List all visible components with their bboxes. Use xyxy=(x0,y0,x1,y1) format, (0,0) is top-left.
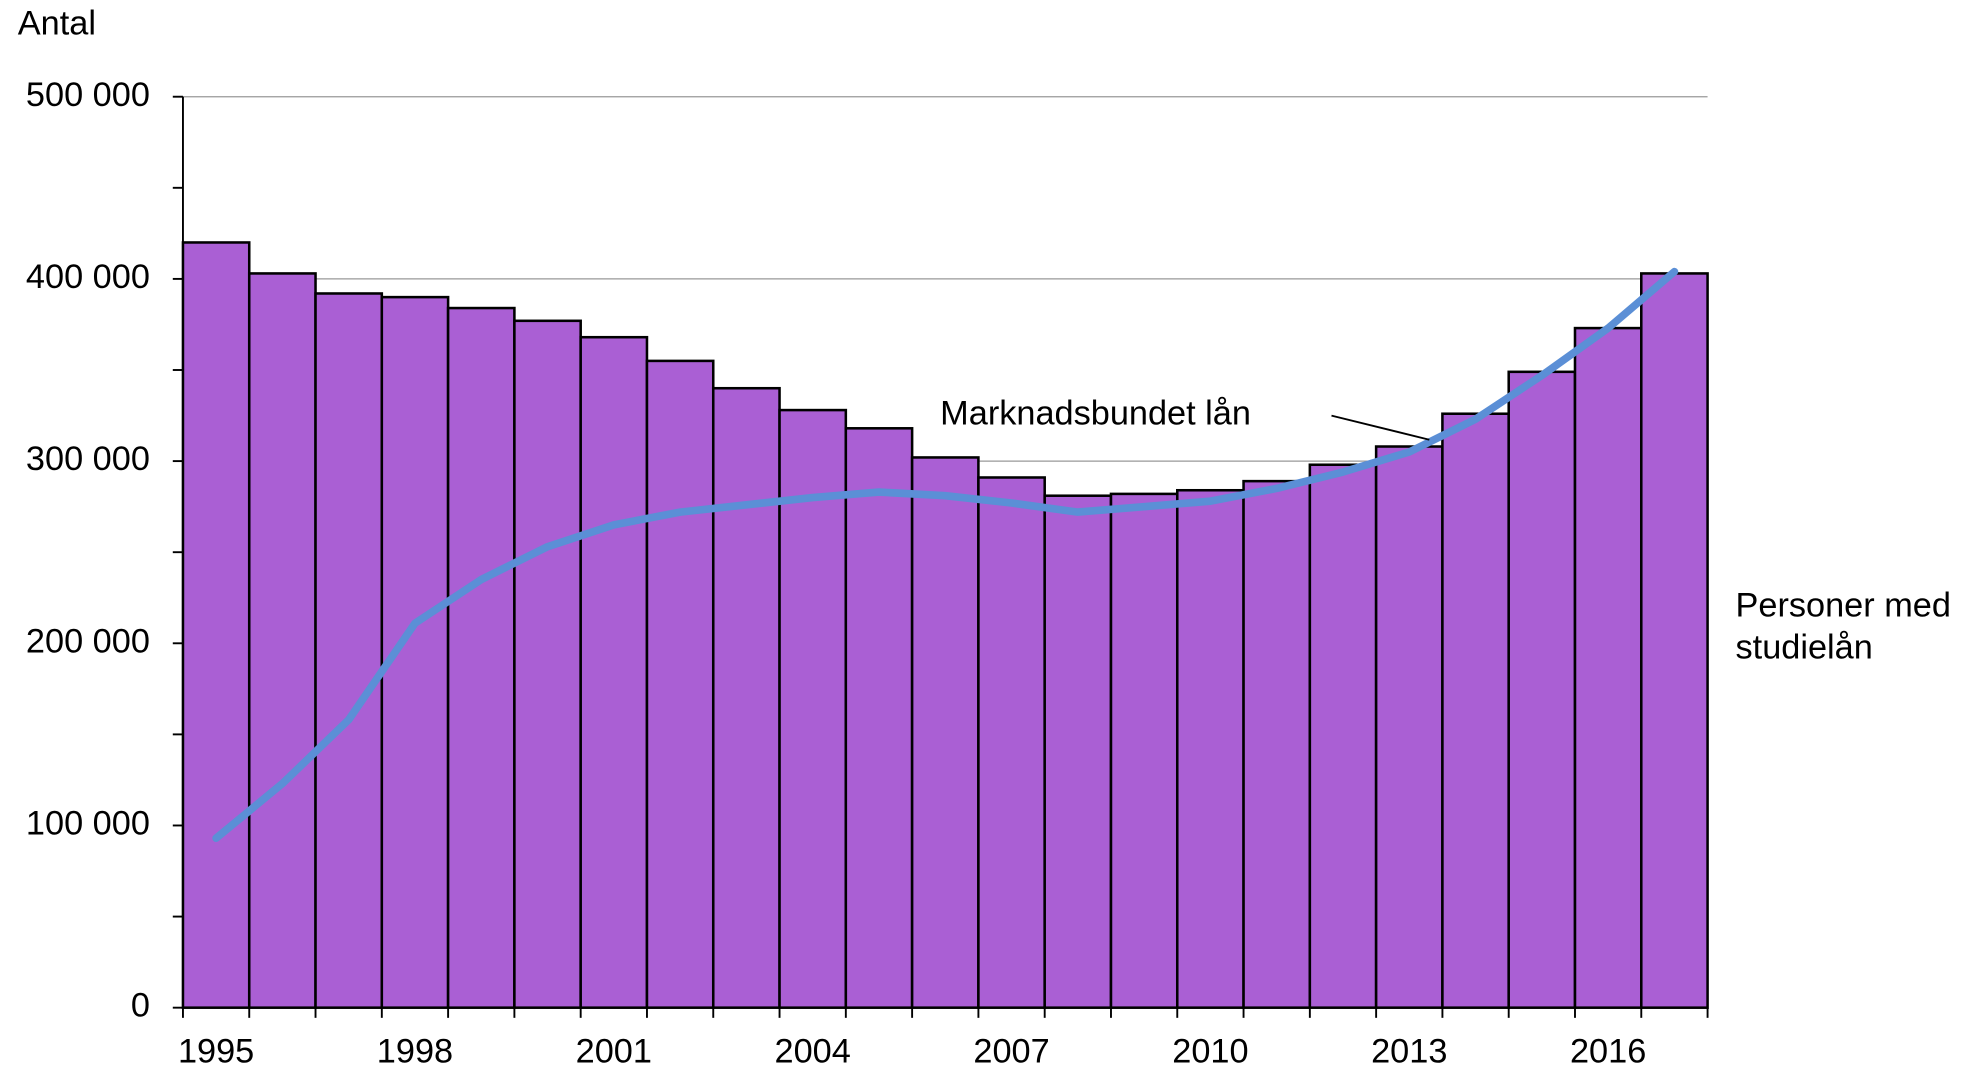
x-tick-label: 2010 xyxy=(1172,1032,1248,1065)
x-tick-label: 2007 xyxy=(973,1032,1049,1065)
bar xyxy=(513,319,582,1009)
y-tick-label: 400 000 xyxy=(26,258,150,296)
bar xyxy=(1640,272,1709,1009)
bar xyxy=(181,241,251,1009)
line xyxy=(212,267,1679,843)
bar xyxy=(1573,326,1643,1009)
bar xyxy=(247,272,317,1009)
y-tick-label: 200 000 xyxy=(26,622,150,660)
annotation-pointer xyxy=(1331,414,1430,441)
bar xyxy=(711,386,781,1009)
x-tick-label: 2016 xyxy=(1570,1032,1646,1065)
bar xyxy=(1043,494,1113,1009)
bar xyxy=(579,335,649,1009)
bar xyxy=(1507,370,1577,1009)
bar xyxy=(446,306,516,1009)
bar xyxy=(1109,492,1179,1009)
series-label-line: studielån xyxy=(1736,628,1873,666)
x-tick-label: 2013 xyxy=(1371,1032,1447,1065)
y-tick-label: 300 000 xyxy=(26,440,150,478)
bar xyxy=(314,292,384,1009)
series-label-line: Personer med xyxy=(1736,587,1951,625)
x-tick-label: 2004 xyxy=(775,1032,851,1065)
y-tick-label: 0 xyxy=(131,987,150,1025)
y-tick-label: 100 000 xyxy=(26,805,150,843)
bar xyxy=(1308,463,1378,1009)
bar xyxy=(910,456,980,1009)
y-axis-label: Antal xyxy=(18,5,96,43)
series-label: Personer med studielån xyxy=(1736,587,1951,667)
bar xyxy=(844,427,914,1009)
series-label: Marknadsbundet lån xyxy=(940,395,1251,433)
x-tick-label: 2001 xyxy=(576,1032,652,1065)
bar xyxy=(1242,479,1312,1009)
bar xyxy=(1175,488,1245,1009)
x-tick-label: 1995 xyxy=(178,1032,254,1065)
y-tick-label: 500 000 xyxy=(26,76,150,114)
x-tick-label: 1998 xyxy=(377,1032,453,1065)
bar xyxy=(1441,412,1510,1009)
bar xyxy=(977,476,1046,1009)
bar xyxy=(1374,445,1444,1009)
bar xyxy=(645,359,715,1009)
